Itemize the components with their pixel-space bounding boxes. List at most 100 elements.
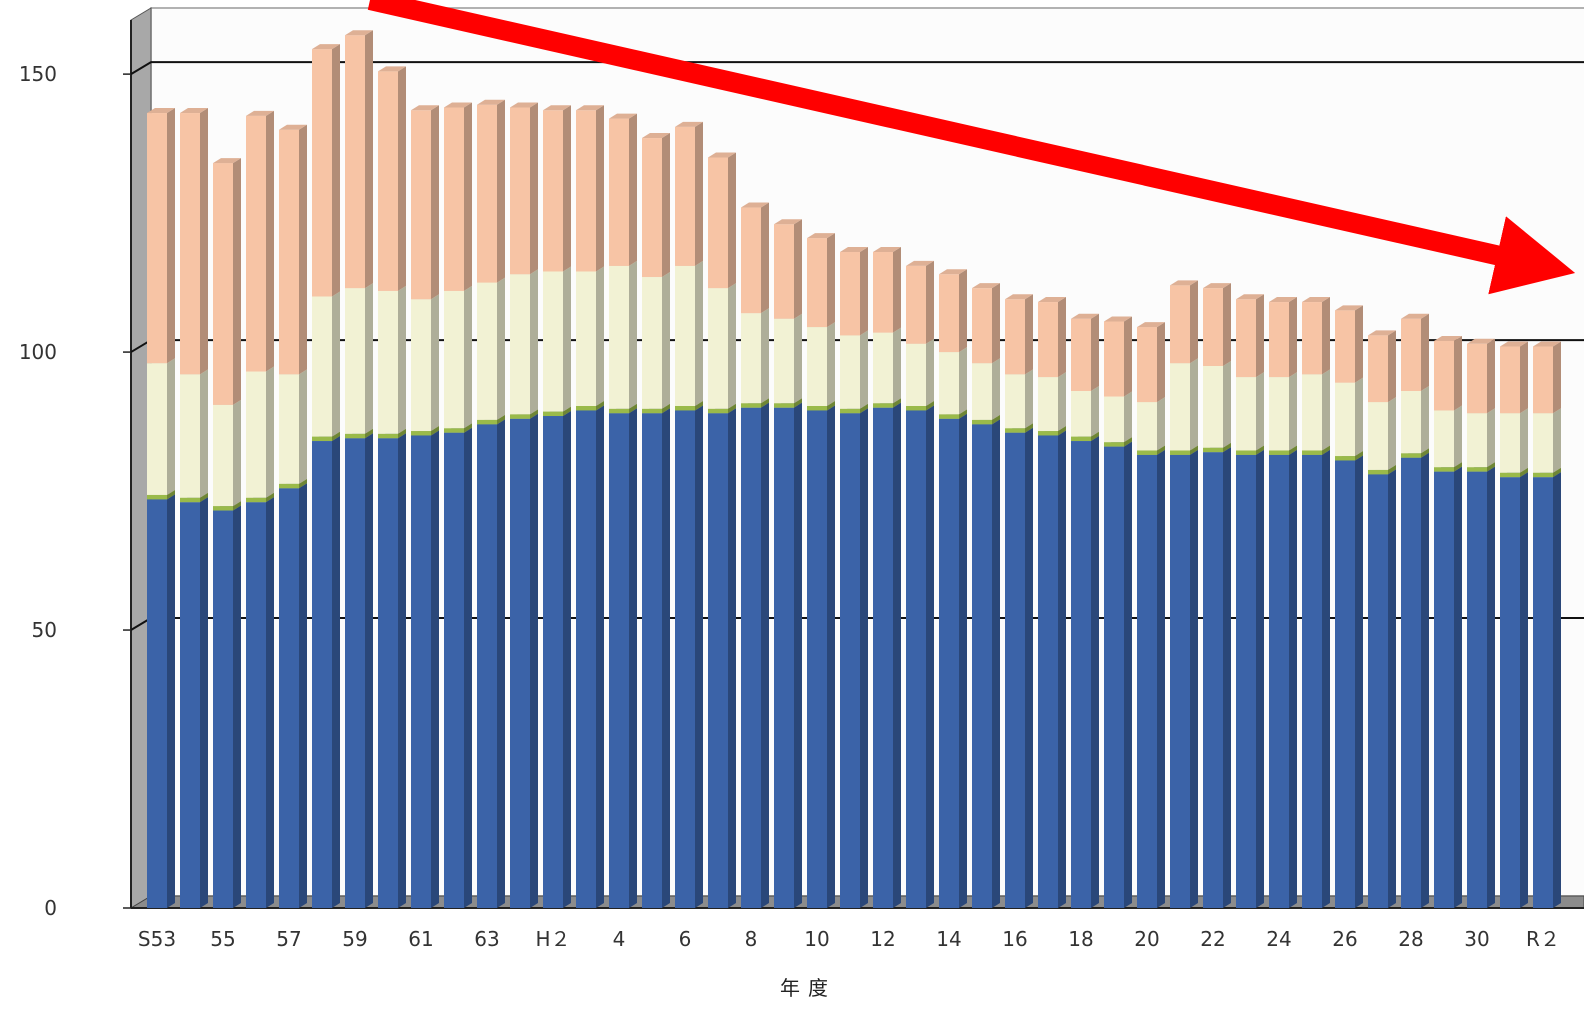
bar-segment-side	[332, 291, 340, 437]
bar-segment-side	[398, 285, 406, 434]
bar-segment-front	[1302, 454, 1322, 908]
bar-segment-side	[695, 401, 703, 411]
bar-segment-side	[1454, 405, 1462, 468]
bar-segment-side	[959, 269, 967, 353]
bar-segment-front	[906, 410, 926, 908]
bar-segment-front	[1203, 447, 1223, 453]
bar-segment-front	[180, 113, 200, 375]
bar-stack	[180, 108, 208, 908]
bar-segment-front	[1236, 299, 1256, 378]
bar-segment-side	[1256, 294, 1264, 378]
bar-segment-side	[695, 260, 703, 407]
bar-segment-front	[642, 408, 662, 414]
bar-segment-front	[1401, 318, 1421, 391]
bar-stack	[774, 219, 802, 908]
x-tick-label: 8	[745, 927, 758, 951]
bar-segment-side	[827, 405, 835, 908]
bar-segment-side	[794, 398, 802, 408]
bar-segment-side	[200, 492, 208, 503]
bar-segment-front	[906, 343, 926, 407]
bar-segment-side	[893, 327, 901, 404]
bar-segment-side	[1124, 316, 1132, 397]
bar-segment-side	[530, 269, 538, 415]
bar-segment-front	[675, 406, 695, 411]
bar-segment-side	[464, 102, 472, 291]
bar-segment-front	[741, 313, 761, 404]
bar-segment-side	[596, 405, 604, 908]
bar-segment-side	[431, 426, 439, 436]
bar-segment-front	[1236, 377, 1256, 451]
bar-segment-front	[939, 414, 959, 419]
bar-segment-side	[992, 419, 1000, 908]
bar-segment-side	[596, 401, 604, 411]
bar-segment-top	[1401, 313, 1429, 319]
bar-segment-side	[662, 133, 670, 278]
bar-segment-side	[629, 408, 637, 908]
bar-segment-front	[675, 126, 695, 266]
bar-segment-side	[695, 121, 703, 266]
bar-segment-side	[332, 436, 340, 908]
bar-segment-side	[1025, 369, 1033, 429]
bar-segment-front	[378, 438, 398, 908]
bar-segment-front	[279, 488, 299, 908]
bar-segment-side	[365, 433, 373, 908]
bar-segment-front	[312, 441, 332, 908]
bar-segment-top	[1269, 297, 1297, 303]
bar-segment-top	[609, 113, 637, 119]
bar-segment-front	[840, 413, 860, 908]
bar-segment-side	[1454, 335, 1462, 411]
bar-segment-front	[147, 494, 167, 500]
bar-segment-front	[1203, 365, 1223, 448]
bar-segment-side	[233, 505, 241, 908]
bar-segment-side	[1322, 445, 1330, 455]
bar-stack	[1500, 341, 1528, 908]
bar-segment-front	[1005, 299, 1025, 375]
bar-segment-side	[728, 152, 736, 289]
bar-stack	[609, 113, 637, 908]
bar-segment-front	[1137, 454, 1157, 908]
bar-segment-front	[1170, 450, 1190, 455]
bar-stack	[1401, 313, 1429, 908]
bar-segment-front	[1170, 285, 1190, 364]
bar-segment-side	[1520, 408, 1528, 473]
bar-segment-front	[1038, 435, 1058, 908]
bar-segment-side	[332, 431, 340, 442]
bar-segment-side	[1190, 445, 1198, 455]
bar-segment-top	[345, 30, 373, 36]
bar-segment-side	[860, 330, 868, 409]
bar-segment-front	[1005, 428, 1025, 433]
bar-stack	[279, 124, 307, 908]
bars	[147, 30, 1561, 908]
bar-segment-top	[1368, 330, 1396, 336]
bar-segment-front	[1170, 363, 1190, 451]
bar-segment-front	[1137, 327, 1157, 403]
bar-segment-front	[477, 424, 497, 908]
bar-segment-front	[939, 352, 959, 415]
bar-segment-side	[1421, 452, 1429, 908]
bar-segment-side	[1124, 437, 1132, 447]
bar-stack	[147, 108, 175, 908]
bar-segment-side	[1421, 385, 1429, 454]
bar-segment-top	[972, 283, 1000, 289]
bar-stack	[1170, 280, 1198, 908]
bar-segment-top	[576, 105, 604, 111]
bar-segment-top	[1302, 297, 1330, 303]
bar-segment-side	[827, 322, 835, 407]
bar-segment-front	[873, 252, 893, 333]
x-axis-title: 年度	[780, 976, 836, 1000]
bar-segment-side	[1322, 449, 1330, 908]
bar-segment-top	[741, 202, 769, 208]
bar-segment-front	[1137, 402, 1157, 451]
bar-segment-side	[629, 113, 637, 266]
x-tick-label: 30	[1464, 927, 1489, 951]
bar-segment-front	[1401, 457, 1421, 908]
bar-segment-front	[873, 407, 893, 908]
bar-segment-front	[1368, 402, 1388, 470]
bar-segment-front	[1368, 335, 1388, 403]
bar-segment-front	[378, 290, 398, 434]
bar-stack	[1038, 297, 1066, 908]
bar-segment-side	[992, 414, 1000, 425]
bar-stack	[576, 105, 604, 908]
bar-segment-front	[1467, 471, 1487, 908]
bar-segment-front	[444, 290, 464, 429]
